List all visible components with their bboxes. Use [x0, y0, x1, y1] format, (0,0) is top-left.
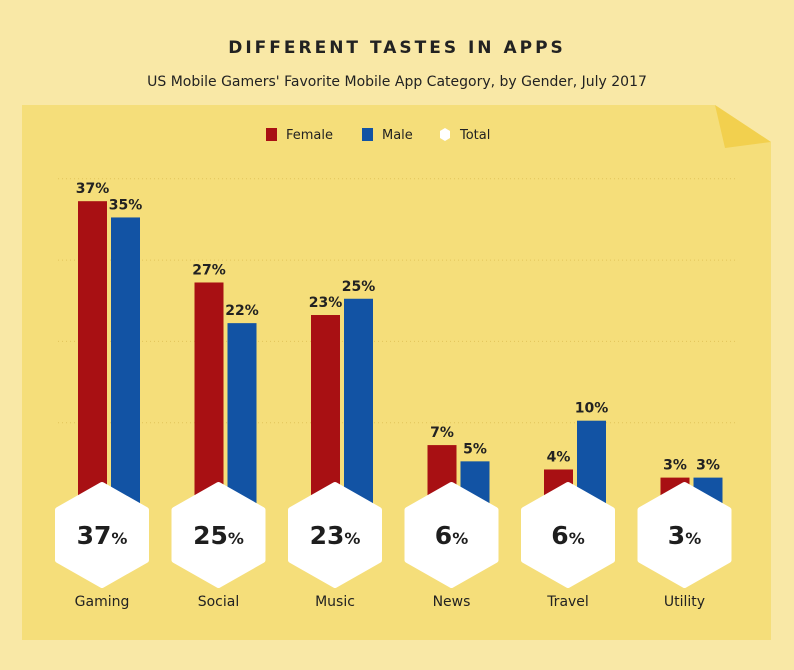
- legend-swatch-female: [266, 128, 277, 141]
- total-hexagon: [288, 482, 382, 588]
- category-label: News: [433, 594, 471, 610]
- bar-value-label: 37%: [76, 181, 110, 197]
- bar-male: [111, 217, 140, 522]
- category-label: Utility: [664, 594, 705, 610]
- bar-male: [227, 323, 257, 522]
- bar-value-label: 4%: [547, 449, 571, 465]
- legend-swatch-total: [440, 128, 450, 141]
- category-label: Travel: [546, 594, 589, 610]
- chart-title: DIFFERENT TASTES IN APPS: [228, 38, 566, 58]
- total-value: 6%: [551, 521, 584, 550]
- bar-value-label: 27%: [192, 262, 226, 278]
- bar-value-label: 23%: [309, 295, 343, 311]
- bar-value-label: 7%: [430, 425, 454, 441]
- legend-label: Male: [382, 128, 413, 143]
- total-hexagon: [55, 482, 149, 588]
- category-label: Social: [198, 594, 240, 610]
- legend-swatch-male: [362, 128, 373, 141]
- total-hexagon: [637, 482, 732, 588]
- bar-male: [344, 298, 373, 522]
- bar-value-label: 3%: [663, 458, 687, 474]
- chart-subtitle: US Mobile Gamers' Favorite Mobile App Ca…: [147, 74, 647, 90]
- page-fold: [715, 105, 771, 148]
- category-label: Gaming: [75, 594, 130, 610]
- legend-label: Total: [459, 128, 490, 143]
- total-hexagon: [404, 482, 499, 588]
- bar-female: [78, 201, 107, 522]
- bar-value-label: 22%: [225, 303, 259, 319]
- bar-value-label: 5%: [463, 441, 487, 457]
- legend-label: Female: [286, 128, 333, 143]
- bar-value-label: 10%: [575, 401, 609, 417]
- bar-value-label: 25%: [342, 279, 376, 295]
- bar-value-label: 35%: [109, 197, 143, 213]
- bar-value-label: 3%: [696, 458, 720, 474]
- total-hexagon: [171, 482, 266, 588]
- category-label: Music: [315, 594, 355, 610]
- total-hexagon: [521, 482, 615, 588]
